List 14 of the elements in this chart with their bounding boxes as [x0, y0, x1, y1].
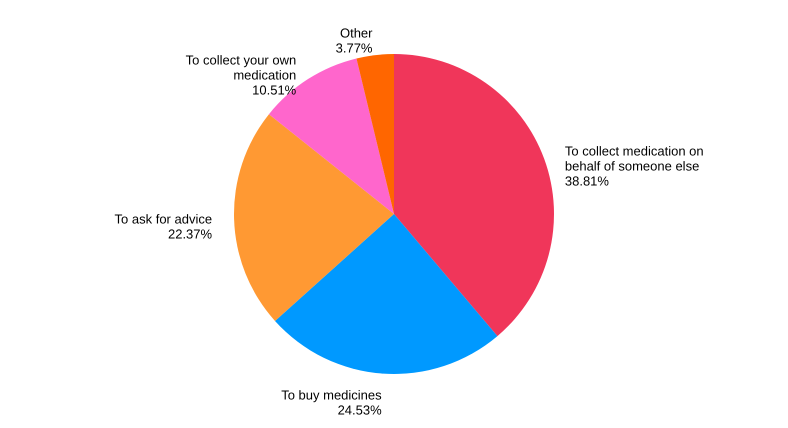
- slice-label: To buy medicines: [281, 388, 382, 403]
- slice-label: To collect your own medication: [186, 52, 296, 82]
- data-label: 24.53%: [338, 402, 382, 418]
- pie-slice: [234, 114, 394, 321]
- data-label: 22.37%: [168, 226, 213, 242]
- data-label: 3.77%: [336, 40, 373, 56]
- data-label: 38.81%: [564, 173, 610, 188]
- pie-slice: [275, 214, 498, 374]
- data-label: 10.51%: [252, 82, 297, 98]
- slice-label: To ask for advice: [114, 211, 212, 226]
- pie-slice: [394, 54, 554, 336]
- slice-label: To collect medication on behalf of someone else: [564, 143, 704, 174]
- pie-slice: [356, 54, 394, 214]
- slice-label: Other: [340, 25, 374, 40]
